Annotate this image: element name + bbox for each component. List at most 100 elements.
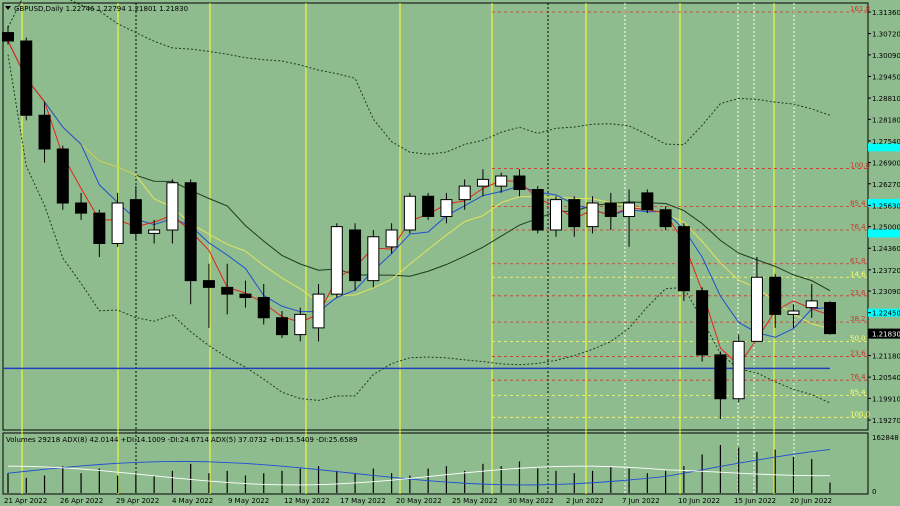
y-tick-label-10: 1.25000 — [872, 224, 900, 232]
candle-7 — [129, 199, 142, 234]
y-tick-label-13: 1.23090 — [872, 288, 900, 296]
x-tick-label-13: 15 Jun 2022 — [734, 497, 776, 505]
candle-38 — [696, 290, 709, 356]
candle-37 — [677, 226, 690, 292]
candle-18 — [330, 226, 343, 295]
y-tick-label-18: 1.19910 — [872, 395, 900, 403]
y-tick-label-16: 1.21180 — [872, 353, 900, 361]
candle-14 — [257, 296, 270, 319]
x-tick-label-11: 7 Jun 2022 — [622, 497, 660, 505]
y-tick-label-3: 1.29450 — [872, 73, 900, 81]
y-tick-label-1: 1.30720 — [872, 31, 900, 39]
y-tick-label-5: 1.28180 — [872, 116, 900, 124]
y-tick-label-14: 1.22450 — [872, 310, 900, 318]
candle-2 — [38, 114, 51, 150]
fib-label-3: 76.4 — [850, 223, 866, 231]
y-tick-label-2: 1.30090 — [872, 52, 900, 60]
candle-31 — [568, 199, 581, 228]
x-tick-label-3: 4 May 2022 — [172, 497, 213, 505]
cyan-level-2 — [868, 229, 900, 238]
candle-24 — [440, 199, 453, 218]
adx-line — [7, 449, 831, 486]
fib-label-7: 38.2 — [850, 315, 866, 323]
y-tick-label-7: 1.26900 — [872, 160, 900, 168]
candle-28 — [513, 175, 526, 191]
x-tick-label-7: 20 May 2022 — [396, 497, 442, 505]
candle-33 — [604, 202, 617, 218]
fib-label-0: 161.8 — [850, 5, 870, 13]
candle-41 — [750, 276, 763, 342]
cyan-level-0 — [868, 143, 900, 152]
indicator-min: 0 — [872, 488, 876, 496]
fib-label-6: 23.6 — [850, 289, 866, 297]
x-tick-label-12: 10 Jun 2022 — [678, 497, 720, 505]
candle-40 — [732, 340, 745, 400]
indicator-max: 162848 — [872, 434, 899, 442]
candle-32 — [586, 202, 599, 228]
fib-label-5: 14.6 — [850, 270, 866, 278]
candle-44 — [805, 300, 818, 309]
fib-label-4: 61.8 — [850, 257, 866, 265]
x-tick-label-9: 30 May 2022 — [508, 497, 554, 505]
y-tick-label-9: 1.25630 — [872, 202, 900, 210]
candle-0 — [2, 32, 14, 42]
y-tick-label-19: 1.19270 — [872, 417, 900, 425]
fib-label-12: 100.0 — [850, 410, 870, 418]
candle-20 — [367, 236, 380, 282]
cyan-level-3 — [868, 308, 900, 317]
candle-23 — [422, 195, 435, 218]
fib-label-10: 76.4 — [850, 373, 866, 381]
chart-title: GBPUSD,Daily 1.22746 1.22794 1.21801 1.2… — [14, 5, 188, 13]
fib-label-9: 23.6 — [850, 350, 866, 358]
fib-label-2: 85.4 — [850, 199, 866, 207]
fib-label-8: 50.0 — [850, 334, 866, 342]
candle-10 — [184, 182, 197, 282]
cyan-level-1 — [868, 199, 900, 208]
indicator-frame — [2, 432, 869, 495]
candle-8 — [148, 229, 161, 234]
x-tick-label-1: 26 Apr 2022 — [60, 497, 103, 505]
title-arrow-icon — [5, 6, 11, 10]
candle-25 — [458, 185, 471, 201]
candle-21 — [385, 229, 398, 248]
y-tick-label-11: 1.24360 — [872, 245, 900, 253]
candle-43 — [787, 310, 800, 315]
x-tick-label-5: 12 May 2022 — [284, 497, 330, 505]
di-line — [7, 465, 831, 486]
price-marker-text: 1.21830 — [872, 331, 900, 339]
ma-yellow — [7, 40, 831, 330]
fib-label-1: 100.0 — [850, 162, 870, 170]
x-tick-label-6: 17 May 2022 — [340, 497, 386, 505]
x-tick-label-2: 29 Apr 2022 — [116, 497, 159, 505]
bollinger-lower — [7, 54, 831, 404]
candle-36 — [659, 209, 672, 228]
candle-29 — [531, 189, 544, 231]
candle-34 — [623, 202, 636, 218]
candle-45 — [824, 302, 836, 335]
y-tick-label-12: 1.23720 — [872, 267, 900, 275]
fib-label-11: 85.4 — [850, 388, 866, 396]
bollinger-upper — [7, 0, 831, 155]
price-marker-box — [868, 328, 900, 339]
candle-12 — [221, 286, 234, 295]
indicator-label: Volumes 29218 ADX(8) 42.0144 +DI:14.1009… — [6, 436, 357, 444]
ma-blue — [7, 40, 831, 338]
candle-3 — [56, 148, 69, 204]
candle-30 — [550, 199, 562, 231]
candle-17 — [312, 293, 325, 329]
ma-dark — [7, 40, 831, 292]
candle-4 — [75, 202, 88, 214]
y-tick-label-17: 1.20540 — [872, 374, 900, 382]
candle-16 — [294, 313, 307, 336]
main-frame — [2, 2, 869, 431]
x-tick-label-10: 2 Jun 2022 — [566, 497, 604, 505]
candle-35 — [641, 192, 654, 211]
candle-5 — [93, 212, 106, 245]
candle-22 — [403, 195, 416, 231]
x-tick-label-14: 20 Jun 2022 — [790, 497, 832, 505]
candle-9 — [166, 182, 179, 231]
candle-1 — [20, 40, 33, 116]
x-tick-label-8: 25 May 2022 — [452, 497, 498, 505]
